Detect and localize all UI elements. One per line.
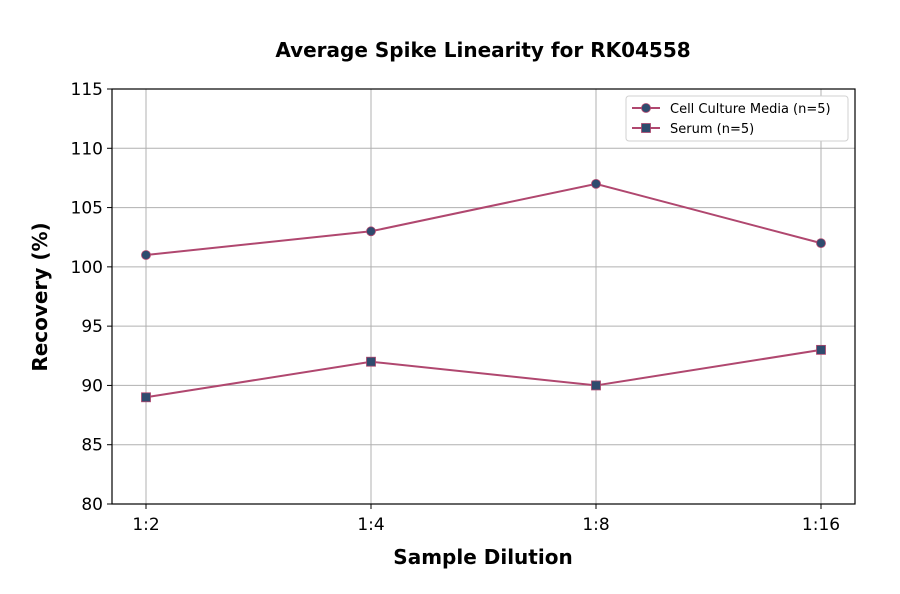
plot-frame: [111, 88, 856, 505]
x-tick-label: 1:2: [132, 515, 159, 535]
legend-marker: [641, 103, 651, 113]
y-tick-label: 110: [71, 139, 103, 159]
y-tick-label: 95: [81, 317, 103, 337]
legend-box: [625, 95, 849, 142]
legend-marker: [641, 123, 651, 133]
data-point: [591, 178, 601, 189]
y-tick-label: 115: [71, 80, 103, 100]
data-point: [366, 356, 376, 367]
series-line: [145, 348, 822, 399]
y-tick-label: 105: [71, 199, 103, 219]
x-tick-label: 1:8: [582, 515, 609, 535]
data-point: [591, 380, 601, 391]
data-point: [366, 226, 376, 237]
y-tick-label: 100: [71, 258, 103, 278]
data-point: [816, 238, 826, 249]
data-point: [141, 392, 151, 403]
x-axis-label: Sample Dilution: [393, 545, 572, 569]
data-point: [141, 250, 151, 260]
chart-title: Average Spike Linearity for RK04558: [275, 38, 690, 62]
legend-label: Cell Culture Media (n=5): [670, 102, 831, 117]
y-tick-label: 85: [81, 436, 103, 456]
y-axis-label: Recovery (%): [28, 222, 52, 371]
legend: Cell Culture Media (n=5) Serum (n=5): [625, 95, 849, 142]
y-tick-label: 90: [81, 376, 103, 396]
series-line: [145, 182, 822, 256]
x-tick-label: 1:16: [802, 515, 840, 535]
legend-label: Serum (n=5): [670, 122, 754, 137]
x-tick-label: 1:4: [357, 515, 384, 535]
y-tick-label: 80: [81, 495, 103, 515]
data-point: [816, 344, 826, 355]
